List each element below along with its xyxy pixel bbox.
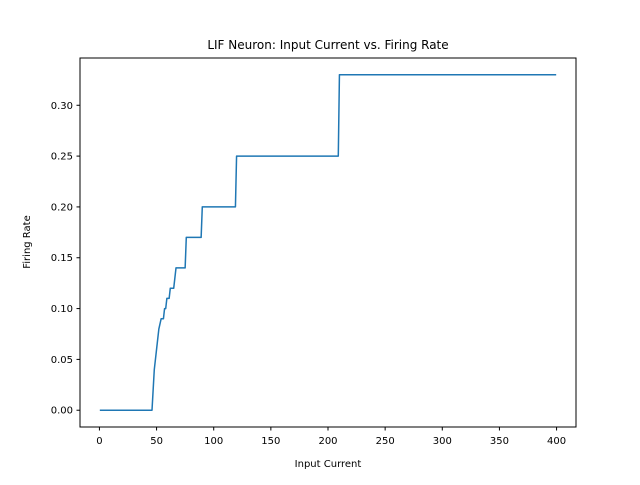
x-axis: 0 50 100 150 200 250 300 350 400: [96, 427, 566, 447]
y-axis-label: Firing Rate: [22, 215, 33, 269]
x-tick-label: 0: [96, 436, 102, 447]
y-tick-label: 0.00: [51, 406, 73, 417]
plot-frame: [79, 57, 577, 428]
x-tick-label: 350: [490, 436, 509, 447]
plot-area: [99, 74, 557, 411]
y-axis: 0.00 0.05 0.10 0.15 0.20 0.25 0.30: [51, 101, 80, 417]
y-tick-label: 0.20: [51, 202, 73, 213]
x-tick-label: 100: [204, 436, 223, 447]
x-tick-label: 50: [150, 436, 163, 447]
y-tick-label: 0.30: [51, 101, 73, 112]
y-tick-label: 0.10: [51, 304, 73, 315]
x-tick-label: 250: [376, 436, 395, 447]
x-tick-label: 200: [318, 436, 337, 447]
y-tick-label: 0.05: [51, 355, 73, 366]
x-tick-label: 400: [547, 436, 566, 447]
y-tick-label: 0.15: [51, 253, 73, 264]
x-tick-label: 300: [433, 436, 452, 447]
chart-title: LIF Neuron: Input Current vs. Firing Rat…: [207, 38, 448, 52]
y-tick-label: 0.25: [51, 152, 73, 163]
x-axis-label: Input Current: [295, 459, 362, 470]
x-tick-label: 150: [261, 436, 280, 447]
series-line: [99, 74, 557, 411]
